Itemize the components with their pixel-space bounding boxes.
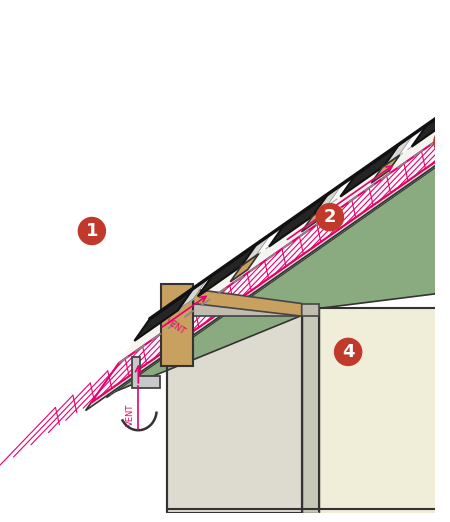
Polygon shape bbox=[385, 136, 413, 164]
Polygon shape bbox=[302, 309, 435, 514]
Polygon shape bbox=[440, 107, 450, 135]
Polygon shape bbox=[91, 69, 450, 402]
Circle shape bbox=[434, 128, 450, 156]
Polygon shape bbox=[162, 284, 194, 366]
Polygon shape bbox=[107, 116, 450, 398]
Polygon shape bbox=[243, 235, 270, 265]
Polygon shape bbox=[302, 204, 330, 232]
Circle shape bbox=[335, 338, 362, 365]
Polygon shape bbox=[135, 288, 194, 341]
Polygon shape bbox=[302, 309, 319, 514]
Text: 2: 2 bbox=[324, 208, 336, 226]
Polygon shape bbox=[86, 109, 450, 411]
Polygon shape bbox=[371, 155, 400, 183]
Text: VENT: VENT bbox=[164, 316, 187, 336]
Text: 1: 1 bbox=[86, 222, 98, 240]
Polygon shape bbox=[109, 116, 450, 394]
Text: 3: 3 bbox=[441, 133, 450, 151]
Polygon shape bbox=[119, 47, 450, 363]
Text: VENT: VENT bbox=[318, 208, 342, 228]
Polygon shape bbox=[412, 94, 450, 147]
Polygon shape bbox=[230, 254, 259, 282]
Polygon shape bbox=[269, 194, 328, 246]
Polygon shape bbox=[194, 289, 302, 316]
Polygon shape bbox=[132, 357, 160, 388]
Polygon shape bbox=[314, 185, 341, 215]
Polygon shape bbox=[179, 280, 207, 309]
Circle shape bbox=[78, 218, 105, 245]
Circle shape bbox=[316, 204, 343, 231]
Text: VENT: VENT bbox=[126, 404, 135, 426]
Polygon shape bbox=[167, 309, 302, 514]
Polygon shape bbox=[162, 304, 319, 316]
Polygon shape bbox=[198, 244, 257, 296]
Text: 4: 4 bbox=[342, 343, 355, 361]
Polygon shape bbox=[340, 144, 400, 197]
